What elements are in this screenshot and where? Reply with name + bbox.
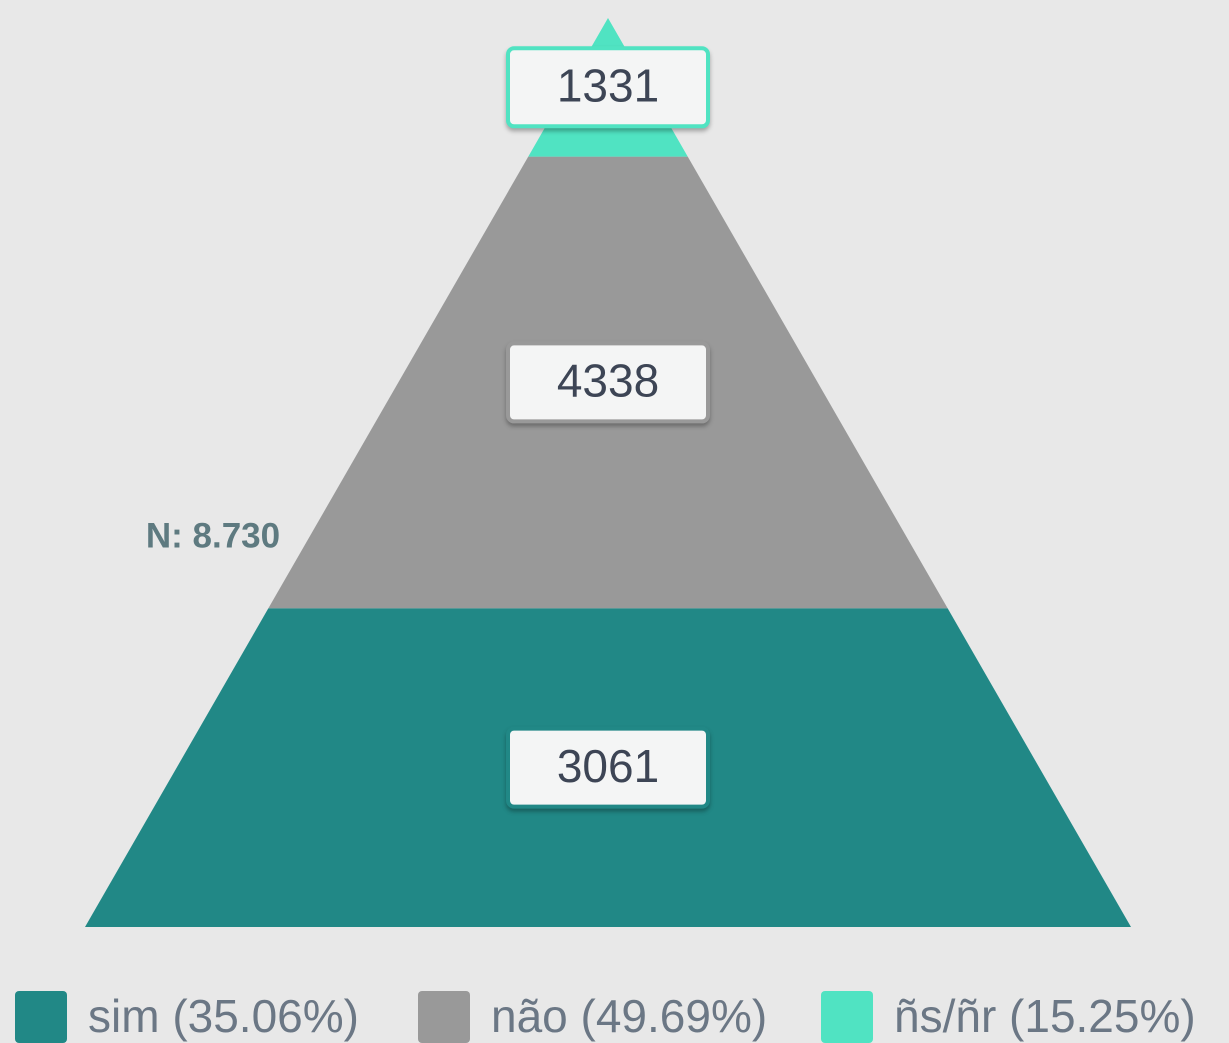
legend-swatch <box>15 991 67 1043</box>
data-label-box <box>506 341 710 424</box>
data-label: 1331 <box>557 59 659 111</box>
data-labels: 3061 4338 1331 <box>506 46 710 809</box>
data-label-box <box>506 726 710 809</box>
data-label-box <box>506 46 710 129</box>
legend-label: não (49.69%) <box>491 990 767 1042</box>
legend-label: sim (35.06%) <box>88 990 359 1042</box>
data-label: 4338 <box>557 355 659 407</box>
legend-swatch <box>418 991 470 1043</box>
legend-label: ñs/ñr (15.25%) <box>894 990 1196 1042</box>
legend-swatch <box>821 991 873 1043</box>
data-label: 3061 <box>557 740 659 792</box>
annotation: N: 8.730 <box>146 516 280 555</box>
